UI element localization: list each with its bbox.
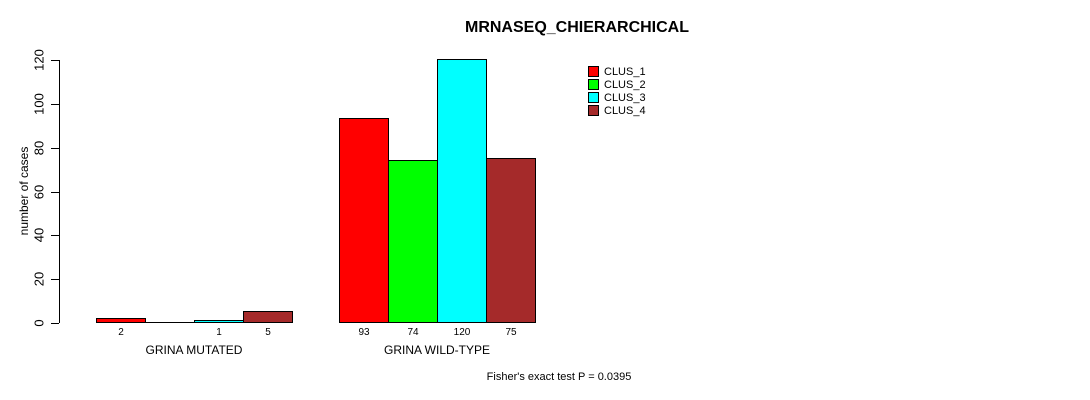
legend-item: CLUS_1	[588, 65, 646, 78]
bar-value-label: 5	[265, 327, 271, 338]
bar-value-label: 120	[453, 327, 471, 338]
legend-swatch	[588, 66, 599, 77]
y-axis-tick-label: 40	[31, 227, 47, 243]
legend-label: CLUS_4	[604, 104, 646, 117]
y-axis-tick	[51, 148, 59, 149]
y-axis-tick	[51, 279, 59, 280]
category-label: GRINA MUTATED	[145, 343, 243, 357]
legend-swatch	[588, 92, 599, 103]
y-axis-tick-label: 120	[31, 49, 47, 71]
bar	[194, 320, 244, 323]
y-axis-tick-label: 20	[31, 271, 47, 287]
y-axis-line	[59, 60, 60, 323]
y-axis-tick-label: 60	[31, 184, 47, 200]
legend-swatch	[588, 79, 599, 90]
bar	[96, 318, 146, 323]
y-axis-tick	[51, 235, 59, 236]
bar	[486, 158, 536, 323]
y-axis-tick	[51, 192, 59, 193]
legend-item: CLUS_2	[588, 78, 646, 91]
bar-value-label: 2	[118, 327, 124, 338]
legend-item: CLUS_3	[588, 91, 646, 104]
bar	[437, 59, 487, 323]
bar	[243, 311, 293, 323]
y-axis-tick	[51, 104, 59, 105]
bar-value-label: 75	[505, 327, 517, 338]
bar-value-label: 74	[407, 327, 419, 338]
y-axis-tick-label: 80	[31, 140, 47, 156]
legend-label: CLUS_2	[604, 78, 646, 91]
y-axis-label: number of cases	[17, 146, 31, 236]
legend-item: CLUS_4	[588, 104, 646, 117]
y-axis-tick-label: 100	[31, 93, 47, 115]
bar-value-label: 93	[358, 327, 370, 338]
bar-value-label: 1	[216, 327, 222, 338]
y-axis-tick-label: 0	[31, 319, 47, 327]
fisher-test-annotation: Fisher's exact test P = 0.0395	[486, 371, 632, 383]
bar	[339, 118, 389, 323]
bar-zero-height	[145, 322, 195, 323]
legend-label: CLUS_3	[604, 91, 646, 104]
y-axis-tick	[51, 60, 59, 61]
y-axis-tick	[51, 323, 59, 324]
category-label: GRINA WILD-TYPE	[383, 343, 491, 357]
chart-title: MRNASEQ_CHIERARCHICAL	[464, 19, 690, 36]
legend-swatch	[588, 105, 599, 116]
legend-label: CLUS_1	[604, 65, 646, 78]
bar	[388, 160, 438, 323]
